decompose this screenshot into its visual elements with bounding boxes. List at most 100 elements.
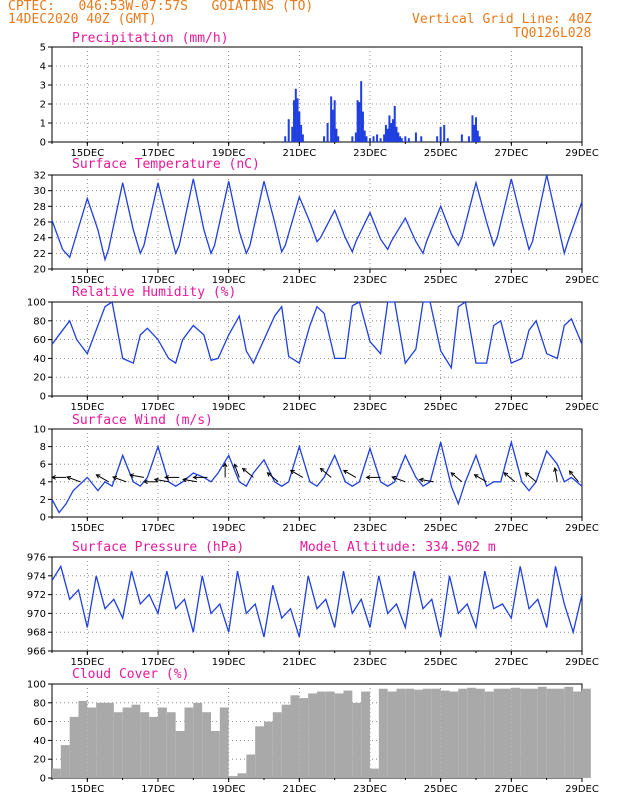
- cloud-bar: [352, 702, 362, 778]
- precip-bar: [446, 138, 449, 142]
- precip-bar: [393, 105, 396, 142]
- humidity-ytick-label: 60: [33, 335, 46, 346]
- temp-xtick-label: 15DEC: [70, 275, 104, 286]
- precip-bar: [323, 136, 326, 142]
- precip-bar: [475, 117, 477, 142]
- pressure-ytick-label: 970: [27, 609, 46, 620]
- precip-title: Precipitation (mm/h): [72, 31, 229, 46]
- precip-xtick-label: 23DEC: [353, 148, 387, 159]
- wind-arrow: [234, 464, 240, 478]
- pressure-xtick-label: 19DEC: [212, 657, 246, 668]
- precip-bar: [460, 134, 463, 142]
- temp-ytick-label: 20: [33, 265, 46, 276]
- temp-ytick-label: 30: [33, 186, 46, 197]
- humidity-ytick-label: 20: [33, 373, 46, 384]
- humidity-title: Relative Humidity (%): [72, 285, 236, 300]
- wind-title: Surface Wind (m/s): [72, 413, 213, 428]
- precip-bar: [379, 138, 382, 142]
- wind-arrow-head: [319, 467, 325, 473]
- precip-bar: [365, 136, 368, 142]
- pressure-xtick-label: 17DEC: [141, 657, 175, 668]
- humidity-xtick-label: 15DEC: [70, 402, 104, 413]
- precip-bar: [407, 138, 410, 142]
- wind-arrow-head: [112, 475, 118, 481]
- wind-arrow-head: [182, 477, 188, 483]
- precip-bar: [473, 124, 476, 142]
- precip-bar: [369, 138, 371, 142]
- wind-arrow-head: [568, 470, 574, 476]
- cloud-bar: [405, 688, 415, 778]
- precip-bar: [293, 100, 296, 142]
- cloud-xtick-label: 23DEC: [353, 784, 387, 795]
- precip-bar: [478, 136, 481, 142]
- wind-arrow: [450, 472, 463, 483]
- humidity-xtick-label: 27DEC: [494, 402, 528, 413]
- precip-bar: [386, 128, 389, 142]
- wind-arrow: [343, 469, 357, 478]
- precip-bar: [439, 126, 442, 142]
- wind-arrow: [112, 476, 127, 483]
- cloud-bar: [184, 707, 194, 778]
- cloud-bar: [122, 707, 132, 778]
- temp-ytick-label: 24: [33, 233, 46, 244]
- cloud-bar: [290, 695, 300, 778]
- pressure-xtick-label: 25DEC: [424, 657, 458, 668]
- precip-xtick-label: 19DEC: [212, 148, 246, 159]
- wind-arrow: [267, 472, 279, 483]
- precip-bar: [414, 132, 417, 142]
- cloud-bar: [343, 690, 353, 778]
- cloud-bar: [281, 704, 291, 778]
- wind-arrow-head: [524, 472, 530, 477]
- pressure-ytick-label: 976: [27, 553, 46, 564]
- precip-xtick-label: 27DEC: [494, 148, 528, 159]
- cloud-bar: [211, 731, 220, 778]
- cloud-bar: [228, 776, 238, 778]
- humidity-ytick-label: 40: [33, 354, 46, 365]
- cloud-bar: [396, 688, 406, 778]
- precip-bar: [363, 130, 366, 142]
- wind-arrow: [320, 468, 332, 478]
- precip-bar: [471, 115, 474, 142]
- precip-bar: [443, 124, 446, 142]
- cloud-bar: [529, 688, 538, 778]
- wind-ytick-label: 4: [40, 477, 46, 488]
- temp-xtick-label: 21DEC: [282, 275, 316, 286]
- cloud-bar: [582, 688, 591, 778]
- cloud-bar: [131, 704, 141, 778]
- wind-ytick-label: 2: [40, 495, 46, 506]
- precip-xtick-label: 29DEC: [565, 148, 599, 159]
- wind-ytick-label: 6: [40, 460, 46, 471]
- precip-xtick-label: 21DEC: [282, 148, 316, 159]
- wind-arrow: [569, 470, 579, 483]
- temp-ytick-label: 22: [33, 249, 46, 260]
- cloud-bar: [113, 712, 123, 778]
- wind-arrow-head: [66, 475, 72, 481]
- cloud-bar: [264, 721, 273, 778]
- precip-bar: [337, 136, 340, 142]
- humidity-ytick-label: 100: [27, 298, 46, 309]
- wind-ytick-label: 10: [33, 425, 46, 436]
- cloud-xtick-label: 27DEC: [494, 784, 528, 795]
- wind-arrow-head: [164, 475, 169, 480]
- cloud-bar: [149, 716, 158, 778]
- humidity-xtick-label: 17DEC: [141, 402, 175, 413]
- cloud-bar: [78, 700, 88, 778]
- precip-bar: [335, 128, 338, 142]
- precip-xtick-label: 25DEC: [424, 148, 458, 159]
- humidity-ytick-label: 80: [33, 316, 46, 327]
- humidity-line: [51, 300, 583, 370]
- precip-bar: [383, 134, 386, 142]
- cloud-bar: [308, 693, 317, 778]
- cloud-bar: [511, 687, 521, 778]
- temp-ytick-label: 32: [33, 171, 46, 182]
- cloud-bar: [140, 712, 150, 778]
- wind-arrow-head: [365, 475, 371, 480]
- wind-arrow-head: [391, 475, 397, 481]
- cloud-bar: [449, 691, 459, 778]
- temp-xtick-label: 23DEC: [353, 275, 387, 286]
- precip-bar: [296, 98, 299, 142]
- pressure-frame: [51, 556, 583, 652]
- wind-arrow: [474, 474, 487, 483]
- wind-xtick-label: 15DEC: [70, 523, 104, 534]
- pressure-ytick-label: 974: [27, 571, 46, 582]
